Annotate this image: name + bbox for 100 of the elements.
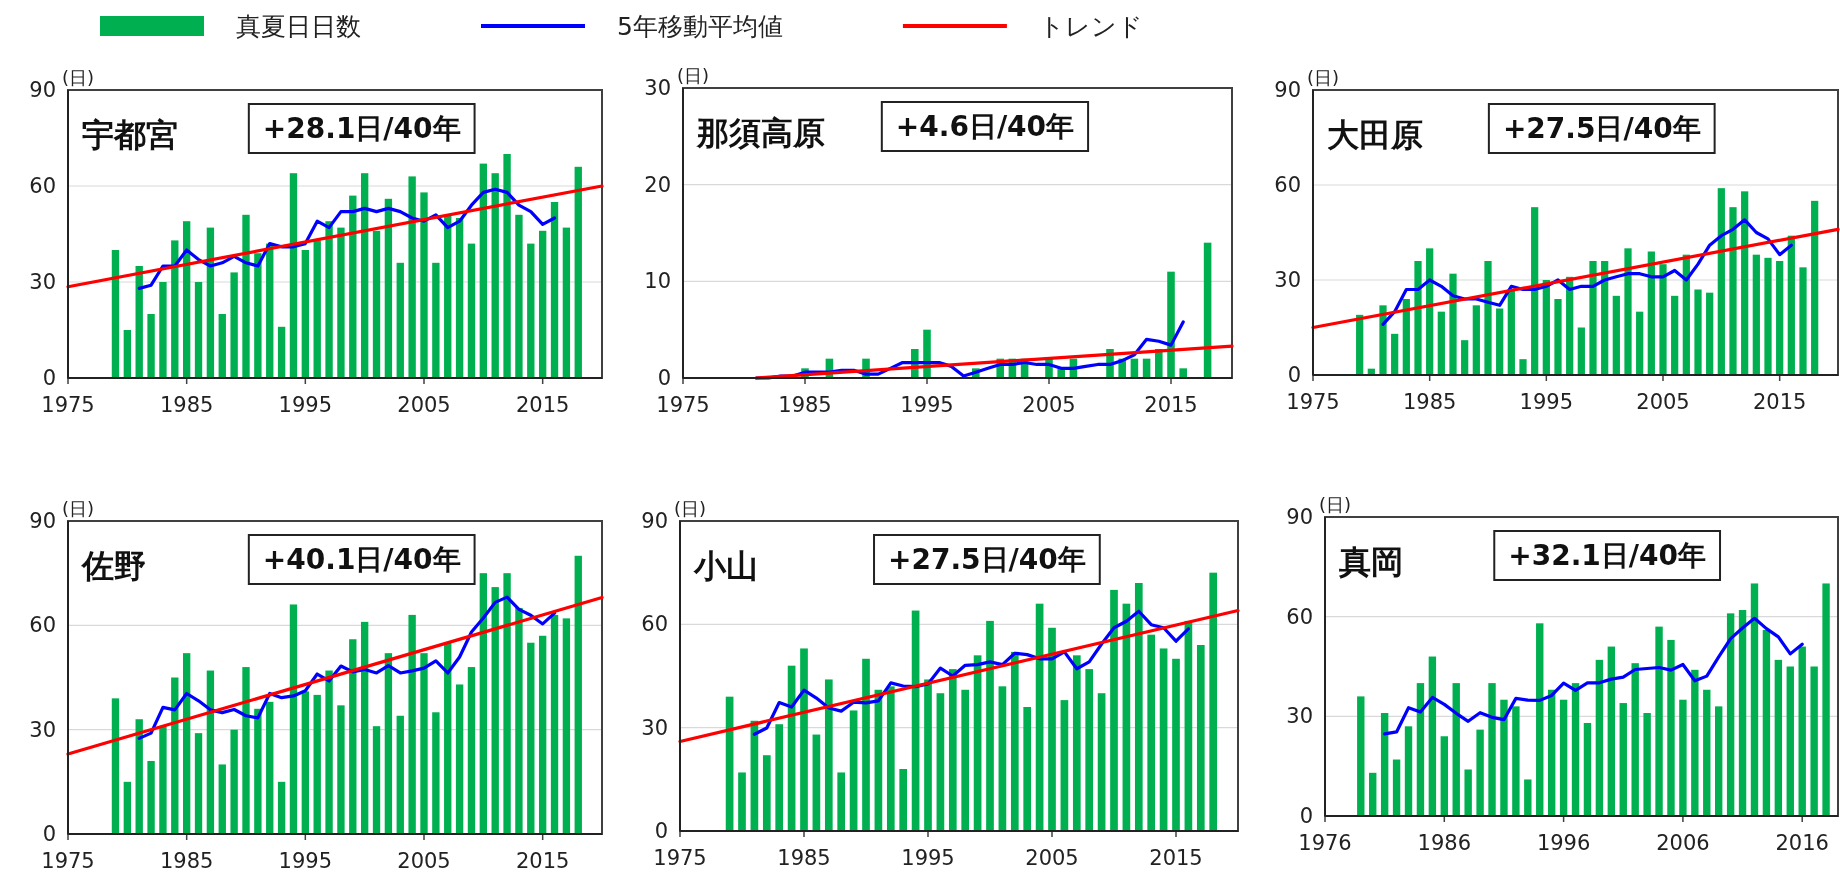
x-tick-label: 1975 xyxy=(41,393,95,417)
x-tick-label: 2015 xyxy=(1144,393,1198,417)
bar xyxy=(1691,669,1699,816)
bar xyxy=(538,635,547,834)
bar xyxy=(1643,713,1651,816)
bar xyxy=(1472,305,1480,375)
legend-label: トレンド xyxy=(1038,12,1143,41)
y-tick-label: 20 xyxy=(644,172,671,197)
bar xyxy=(1147,634,1156,831)
bar xyxy=(924,679,932,831)
bar xyxy=(1023,707,1032,831)
bar xyxy=(538,230,547,378)
bar xyxy=(837,772,846,831)
bar xyxy=(948,669,957,831)
annotation: +28.1日/40年 xyxy=(262,112,461,145)
bar xyxy=(135,266,143,378)
bar xyxy=(242,214,250,378)
bar xyxy=(467,667,476,834)
bar xyxy=(111,250,120,378)
bar xyxy=(444,214,452,378)
bar xyxy=(1762,629,1771,816)
bar xyxy=(1159,648,1168,831)
bar xyxy=(503,573,511,834)
bar xyxy=(171,677,179,834)
bar xyxy=(1440,736,1448,816)
y-axis-title: (日) xyxy=(62,67,95,88)
bar xyxy=(1776,261,1784,375)
bar xyxy=(1172,658,1180,831)
bar xyxy=(1536,623,1544,816)
bar xyxy=(1741,191,1749,375)
legend-label: 真夏日日数 xyxy=(236,12,361,41)
x-tick-label: 2005 xyxy=(397,849,451,873)
bar xyxy=(936,693,945,831)
bar xyxy=(824,679,833,831)
bar xyxy=(254,708,262,834)
bar xyxy=(1787,235,1795,375)
bar xyxy=(899,769,908,831)
bar xyxy=(1750,583,1759,816)
bar xyxy=(1752,254,1760,375)
bar xyxy=(123,781,132,834)
text: 真岡 xyxy=(1338,543,1403,581)
bar xyxy=(1110,589,1118,831)
bar xyxy=(762,755,771,831)
y-axis-title: (日) xyxy=(1319,494,1352,515)
bar xyxy=(550,202,559,378)
text: 小山 xyxy=(693,547,758,585)
bar xyxy=(1559,699,1568,816)
bar xyxy=(123,330,132,378)
bar xyxy=(218,314,226,378)
bar xyxy=(432,712,440,834)
bar xyxy=(325,670,333,834)
y-tick-label: 30 xyxy=(1286,704,1313,729)
bar xyxy=(1519,359,1527,375)
y-tick-label: 0 xyxy=(42,822,56,846)
bar xyxy=(515,607,523,834)
x-tick-label: 1976 xyxy=(1298,831,1352,855)
annotation: +4.6日/40年 xyxy=(895,110,1075,143)
bar xyxy=(360,173,369,378)
y-tick-label: 0 xyxy=(1287,363,1301,387)
y-tick-label: 60 xyxy=(1274,173,1301,197)
bar xyxy=(337,705,345,834)
bar xyxy=(1500,699,1508,816)
bar xyxy=(961,689,970,831)
bar xyxy=(1416,683,1425,816)
bar xyxy=(277,326,286,378)
bar xyxy=(800,648,808,831)
bar xyxy=(1488,683,1496,816)
bar xyxy=(1554,299,1562,375)
x-tick-label: 2005 xyxy=(1025,846,1079,870)
bar xyxy=(1811,200,1819,375)
bar xyxy=(1577,327,1585,375)
x-tick-label: 1995 xyxy=(278,849,333,873)
bar xyxy=(849,710,858,831)
y-tick-label: 0 xyxy=(654,819,668,843)
bar xyxy=(266,243,274,378)
bar xyxy=(1774,659,1783,816)
bar xyxy=(360,621,369,834)
bar xyxy=(313,240,321,378)
x-tick-label: 2016 xyxy=(1775,831,1829,855)
bar xyxy=(1196,645,1205,831)
bar xyxy=(1369,772,1377,816)
bar xyxy=(1167,271,1175,378)
bar xyxy=(432,262,440,378)
bar xyxy=(455,684,464,834)
bar xyxy=(455,218,464,378)
bar xyxy=(1097,693,1106,831)
bar xyxy=(313,694,321,834)
bar xyxy=(1764,257,1772,375)
bar xyxy=(1461,340,1469,375)
bar xyxy=(467,243,476,378)
bar xyxy=(527,243,535,378)
bar xyxy=(862,658,870,831)
x-tick-label: 1996 xyxy=(1536,831,1591,855)
bar xyxy=(230,272,238,378)
bar xyxy=(1428,656,1437,816)
x-tick-label: 1995 xyxy=(901,846,955,870)
bar xyxy=(1619,703,1627,816)
x-tick-label: 1986 xyxy=(1417,831,1472,855)
bar xyxy=(1449,273,1457,375)
bar xyxy=(372,230,381,378)
